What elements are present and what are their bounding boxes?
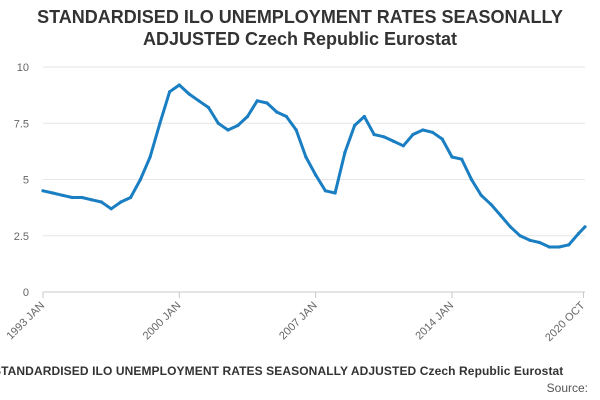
data-point [60, 193, 65, 197]
data-point [583, 225, 587, 229]
data-point [479, 193, 483, 197]
data-point [206, 105, 211, 110]
data-point [557, 245, 561, 249]
data-point [119, 200, 123, 204]
data-point [41, 189, 45, 193]
data-point [90, 198, 94, 202]
data-point [401, 144, 405, 148]
data-point [577, 231, 581, 236]
y-tick-label: 7.5 [14, 118, 29, 130]
y-tick-label: 0 [23, 287, 29, 299]
data-point [265, 101, 269, 105]
data-point [168, 90, 172, 94]
data-point [353, 123, 357, 128]
data-point [460, 157, 464, 161]
data-point [275, 110, 279, 114]
data-point [80, 195, 84, 200]
data-point [538, 240, 542, 245]
data-point [255, 99, 259, 103]
data-point [70, 195, 74, 200]
data-point [392, 139, 396, 143]
data-point [177, 83, 181, 87]
y-tick-label: 10 [17, 62, 29, 74]
data-point [343, 150, 347, 155]
data-point [294, 128, 298, 132]
data-point [99, 200, 103, 204]
x-tick-label: 2000 JAN [141, 300, 184, 343]
chart-title-line-2: ADJUSTED Czech Republic Eurostat [142, 29, 458, 49]
data-point [245, 114, 250, 119]
data-point [148, 155, 152, 159]
data-point [138, 177, 142, 182]
data-point [440, 137, 444, 141]
footer-caption: STANDARDISED ILO UNEMPLOYMENT RATES SEAS… [0, 364, 564, 378]
data-point [226, 128, 230, 132]
data-point [197, 99, 201, 103]
data-point [411, 132, 415, 137]
data-point [421, 128, 425, 132]
data-point [382, 135, 386, 139]
data-point [51, 191, 55, 195]
data-point [372, 132, 376, 137]
chart-title: STANDARDISED ILO UNEMPLOYMENT RATES SEAS… [0, 6, 600, 50]
series-line [41, 83, 587, 249]
data-point [333, 191, 337, 195]
data-point [323, 189, 327, 193]
data-point [508, 225, 512, 229]
data-point [567, 243, 571, 247]
data-point [187, 92, 191, 96]
data-point [518, 234, 522, 238]
data-point [499, 213, 503, 218]
x-tick-label: 2020 OCT [543, 299, 588, 344]
x-tick-label: 2007 JAN [277, 300, 320, 343]
data-point [528, 238, 532, 242]
data-point [109, 207, 113, 211]
data-point [489, 202, 493, 206]
y-tick-label: 2.5 [14, 231, 29, 243]
data-point [362, 114, 366, 119]
data-point [304, 155, 308, 159]
x-tick-label: 1993 JAN [4, 300, 47, 343]
data-point [450, 155, 454, 159]
data-point [314, 173, 318, 177]
data-point [547, 245, 552, 249]
data-point [469, 177, 474, 182]
data-point [430, 130, 435, 134]
x-tick-label: 2014 JAN [413, 300, 456, 343]
source-label[interactable]: Source: [546, 381, 588, 395]
data-point [129, 195, 133, 200]
data-point [236, 123, 240, 128]
data-point [284, 114, 288, 119]
chart-title-line-1: STANDARDISED ILO UNEMPLOYMENT RATES SEAS… [37, 7, 563, 27]
data-point [216, 121, 220, 125]
y-tick-label: 5 [23, 175, 29, 187]
data-point [158, 121, 162, 125]
